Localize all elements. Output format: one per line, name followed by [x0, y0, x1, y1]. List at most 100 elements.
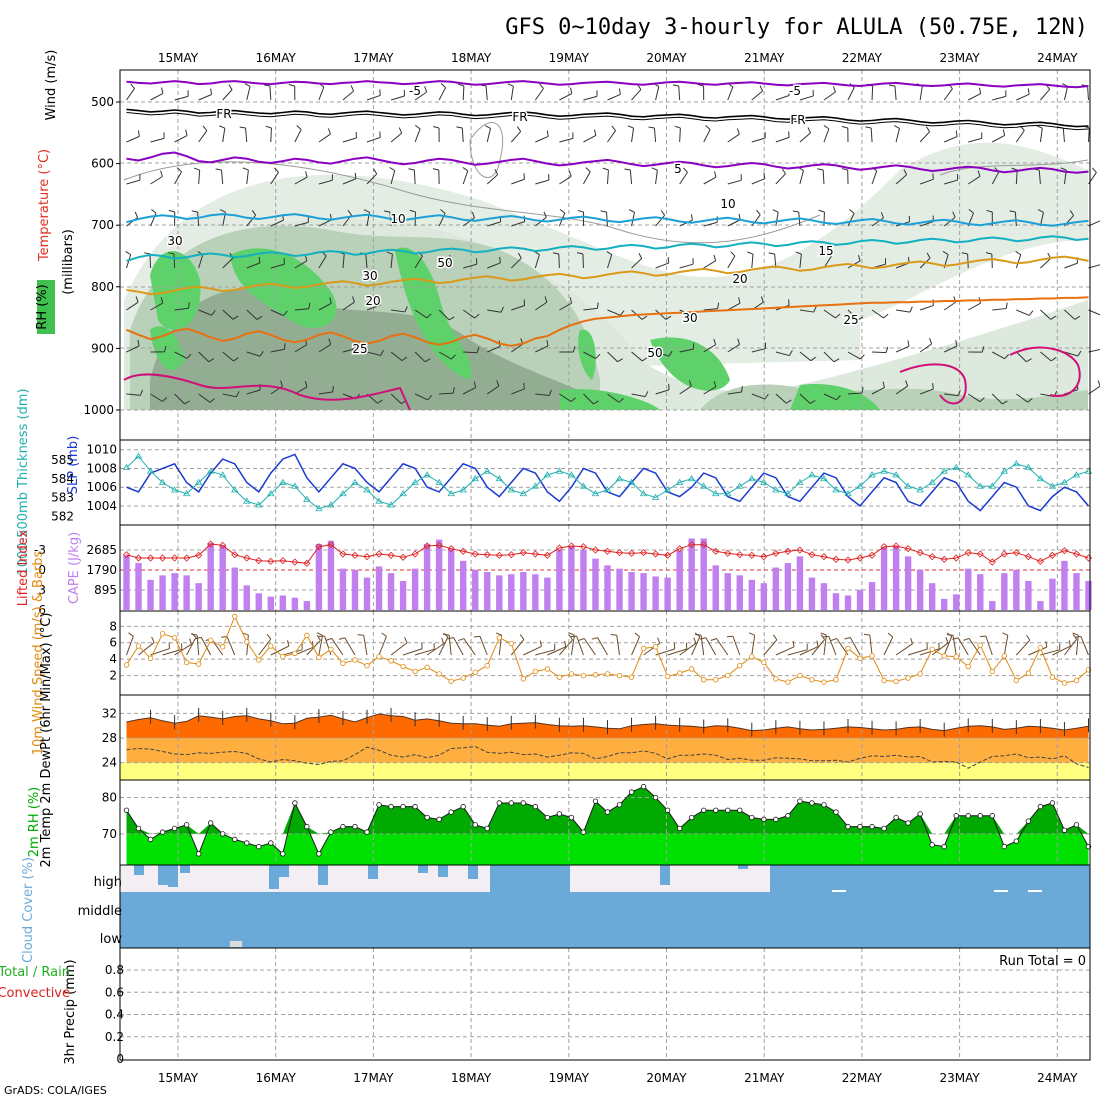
wind10-barb [716, 638, 729, 656]
wind10-point [688, 666, 695, 672]
cape-bar [123, 555, 130, 610]
upper-air-wind-barb [390, 393, 402, 404]
wind-barb-flag [792, 210, 799, 213]
thickness-point [146, 467, 155, 474]
li-point [543, 551, 551, 559]
rh2m-point [544, 814, 551, 821]
wind10-barb [732, 636, 741, 656]
cloud-low-gap [230, 941, 242, 947]
rh2m-point [749, 814, 755, 821]
rh-high-region [578, 329, 596, 380]
thickness-point [339, 489, 347, 497]
thickness-point [868, 471, 876, 478]
thickness-point [796, 478, 804, 485]
upper-air-wind-barb [1015, 130, 1025, 143]
li-point [351, 551, 359, 559]
wind-barb-flag [471, 211, 475, 218]
upper-air-wind-barb [822, 169, 825, 185]
thickness-point [435, 478, 443, 485]
wind10-point [207, 637, 214, 643]
wind-barb-flag [441, 637, 445, 644]
upper-air-wind-barb [727, 344, 740, 353]
wind10-barb [523, 646, 542, 656]
rh2m-point [316, 851, 322, 857]
contour-label: 30 [682, 311, 697, 325]
wind-barb-flag [905, 380, 909, 387]
wind-barb-flag [618, 88, 621, 95]
upper-air-wind-barb [487, 345, 501, 353]
cape-bar [880, 547, 888, 610]
upper-air-wind-barb [438, 87, 447, 101]
wind10-tick-label: 6 [109, 636, 117, 650]
thickness-point [459, 486, 467, 493]
wind10-barb [597, 637, 608, 656]
wind10-point [881, 677, 887, 684]
wind-barb-flag [168, 209, 175, 213]
upper-air-wind-barb [318, 179, 333, 185]
upper-air-wind-barb [799, 95, 814, 101]
thickness-point [1060, 478, 1069, 485]
wind-barb-flag [408, 168, 415, 171]
thickness-point [483, 467, 491, 474]
upper-air-wind-barb [150, 176, 163, 185]
wind10-barb [616, 635, 621, 656]
wind10-point [785, 679, 791, 685]
li-point [447, 545, 455, 553]
wind10-point [232, 613, 238, 620]
wind-barb-flag [945, 637, 949, 644]
wind-barb-flag [648, 126, 655, 129]
wind-barb-flag [1060, 167, 1067, 171]
li-point [844, 556, 852, 564]
contour-label: FR [790, 113, 805, 127]
thickness-point [808, 471, 816, 478]
date-label-top: 15MAY [158, 51, 199, 65]
li-point [784, 547, 792, 555]
upper-air-wind-barb [1016, 351, 1027, 363]
upper-air-wind-barb [487, 309, 502, 313]
cloud-tick-high: high [94, 875, 122, 890]
thickness-point [784, 489, 792, 497]
wind-barb-flag [1004, 353, 1010, 359]
wind-barb-flag [726, 635, 733, 638]
wind-barb-flag [215, 168, 222, 171]
li-line [126, 543, 1089, 564]
cape-bar [1073, 573, 1080, 610]
li-point [615, 549, 624, 557]
wind-barb-flag [822, 635, 829, 638]
wind10-point [1001, 653, 1008, 659]
upper-air-wind-barb [269, 85, 272, 101]
wind-barb-flag [817, 168, 824, 171]
wind-barb-flag [883, 313, 889, 319]
wind10-barb [426, 643, 444, 656]
rh-high-region [560, 389, 660, 410]
upper-air-wind-barb [727, 86, 734, 101]
wind-axis-label: Wind (m/s) [44, 50, 59, 121]
wind10-point [412, 668, 418, 675]
upper-air-wind-barb [486, 128, 492, 143]
upper-air-wind-barb [992, 134, 1005, 143]
thickness-point [988, 482, 997, 489]
wind-barb-flag [219, 209, 226, 213]
cape-bar [989, 601, 996, 610]
upper-air-wind-barb [751, 393, 766, 400]
wind10-point [977, 642, 983, 648]
upper-air-wind-barb [535, 179, 549, 185]
li-point [435, 541, 443, 549]
cloud-high-bar [158, 865, 168, 885]
wind-barb-flag [710, 638, 717, 641]
wind-barb-flag [841, 168, 848, 171]
contour-label: 15 [818, 244, 833, 258]
wind10-point [147, 655, 154, 662]
wind10-barb [883, 636, 894, 656]
wind-barb-flag [576, 252, 584, 255]
upper-air-wind-barb [535, 301, 548, 311]
wind-barb-flag [832, 86, 836, 93]
cloud-high-block [490, 865, 570, 892]
cape-bar [423, 544, 431, 610]
wind-barb-flag [810, 356, 816, 362]
li-point [880, 543, 888, 551]
li-point [567, 542, 575, 550]
wind-barb-flag [667, 257, 670, 264]
li-point [399, 553, 407, 561]
wind-barb-flag [844, 637, 851, 640]
